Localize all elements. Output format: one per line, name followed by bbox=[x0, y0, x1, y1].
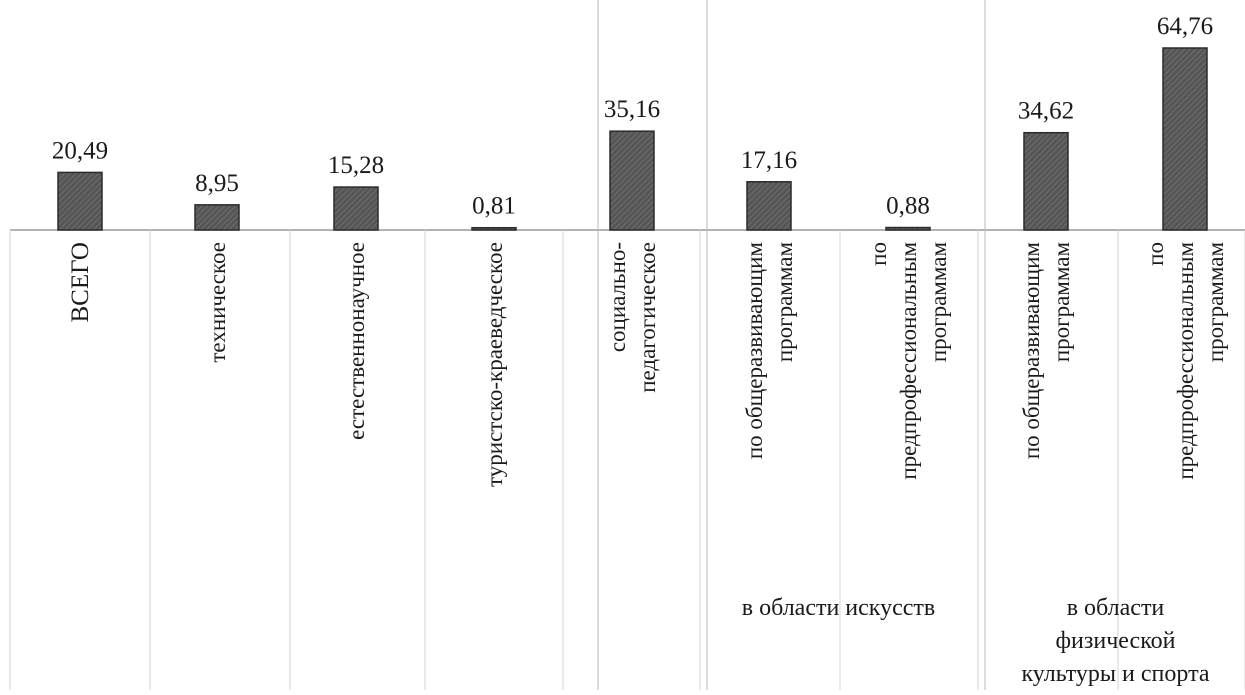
category-label: по bbox=[1143, 242, 1168, 266]
category-label: предпрофессиональным bbox=[1173, 242, 1198, 480]
category-label: туристско-краеведческое bbox=[482, 242, 507, 487]
group-label: физической bbox=[1056, 628, 1176, 654]
category-label: программам bbox=[1203, 242, 1228, 363]
group-labels-layer: в области искусств в области физической кул… bbox=[742, 595, 1210, 687]
bar bbox=[746, 181, 792, 231]
bar bbox=[194, 204, 240, 231]
data-label: 0,81 bbox=[472, 193, 516, 220]
data-label: 15,28 bbox=[328, 152, 384, 179]
group-label: в области bbox=[1067, 595, 1165, 621]
group-label: в области искусств bbox=[742, 595, 936, 621]
category-label: программам bbox=[926, 242, 951, 363]
bar bbox=[1162, 47, 1208, 231]
data-label: 64,76 bbox=[1157, 13, 1213, 40]
bar bbox=[609, 130, 655, 231]
data-label: 34,62 bbox=[1018, 98, 1074, 125]
data-label: 17,16 bbox=[741, 147, 797, 174]
bars-layer bbox=[57, 47, 1208, 231]
category-label: социально- bbox=[605, 242, 630, 352]
data-label: 0,88 bbox=[886, 193, 930, 220]
data-label: 20,49 bbox=[52, 137, 108, 164]
data-label: 8,95 bbox=[195, 170, 239, 197]
bar bbox=[333, 186, 379, 231]
category-label: техническое bbox=[205, 242, 230, 363]
data-label: 35,16 bbox=[604, 96, 660, 123]
category-label: по общеразвивающим bbox=[1019, 242, 1044, 460]
bar bbox=[1023, 131, 1069, 231]
bar bbox=[885, 226, 931, 231]
category-label: по bbox=[866, 242, 891, 266]
category-label: предпрофессиональным bbox=[896, 242, 921, 480]
category-label: естественнонаучное bbox=[344, 242, 369, 440]
bar bbox=[57, 171, 103, 231]
category-label: программам bbox=[1049, 242, 1074, 363]
category-label: программам bbox=[772, 242, 797, 363]
category-label: педагогическое bbox=[635, 242, 660, 393]
category-label: по общеразвивающим bbox=[742, 242, 767, 460]
category-label: ВСЕГО bbox=[67, 242, 94, 323]
category-labels-layer: ВСЕГО техническое естественнонаучное турист… bbox=[67, 242, 1228, 487]
group-label: культуры и спорта bbox=[1021, 661, 1209, 687]
bar bbox=[471, 226, 517, 231]
value-labels-layer: 20,49 8,95 15,28 0,81 35,16 17,16 0,88 34,62 64,… bbox=[52, 13, 1213, 220]
